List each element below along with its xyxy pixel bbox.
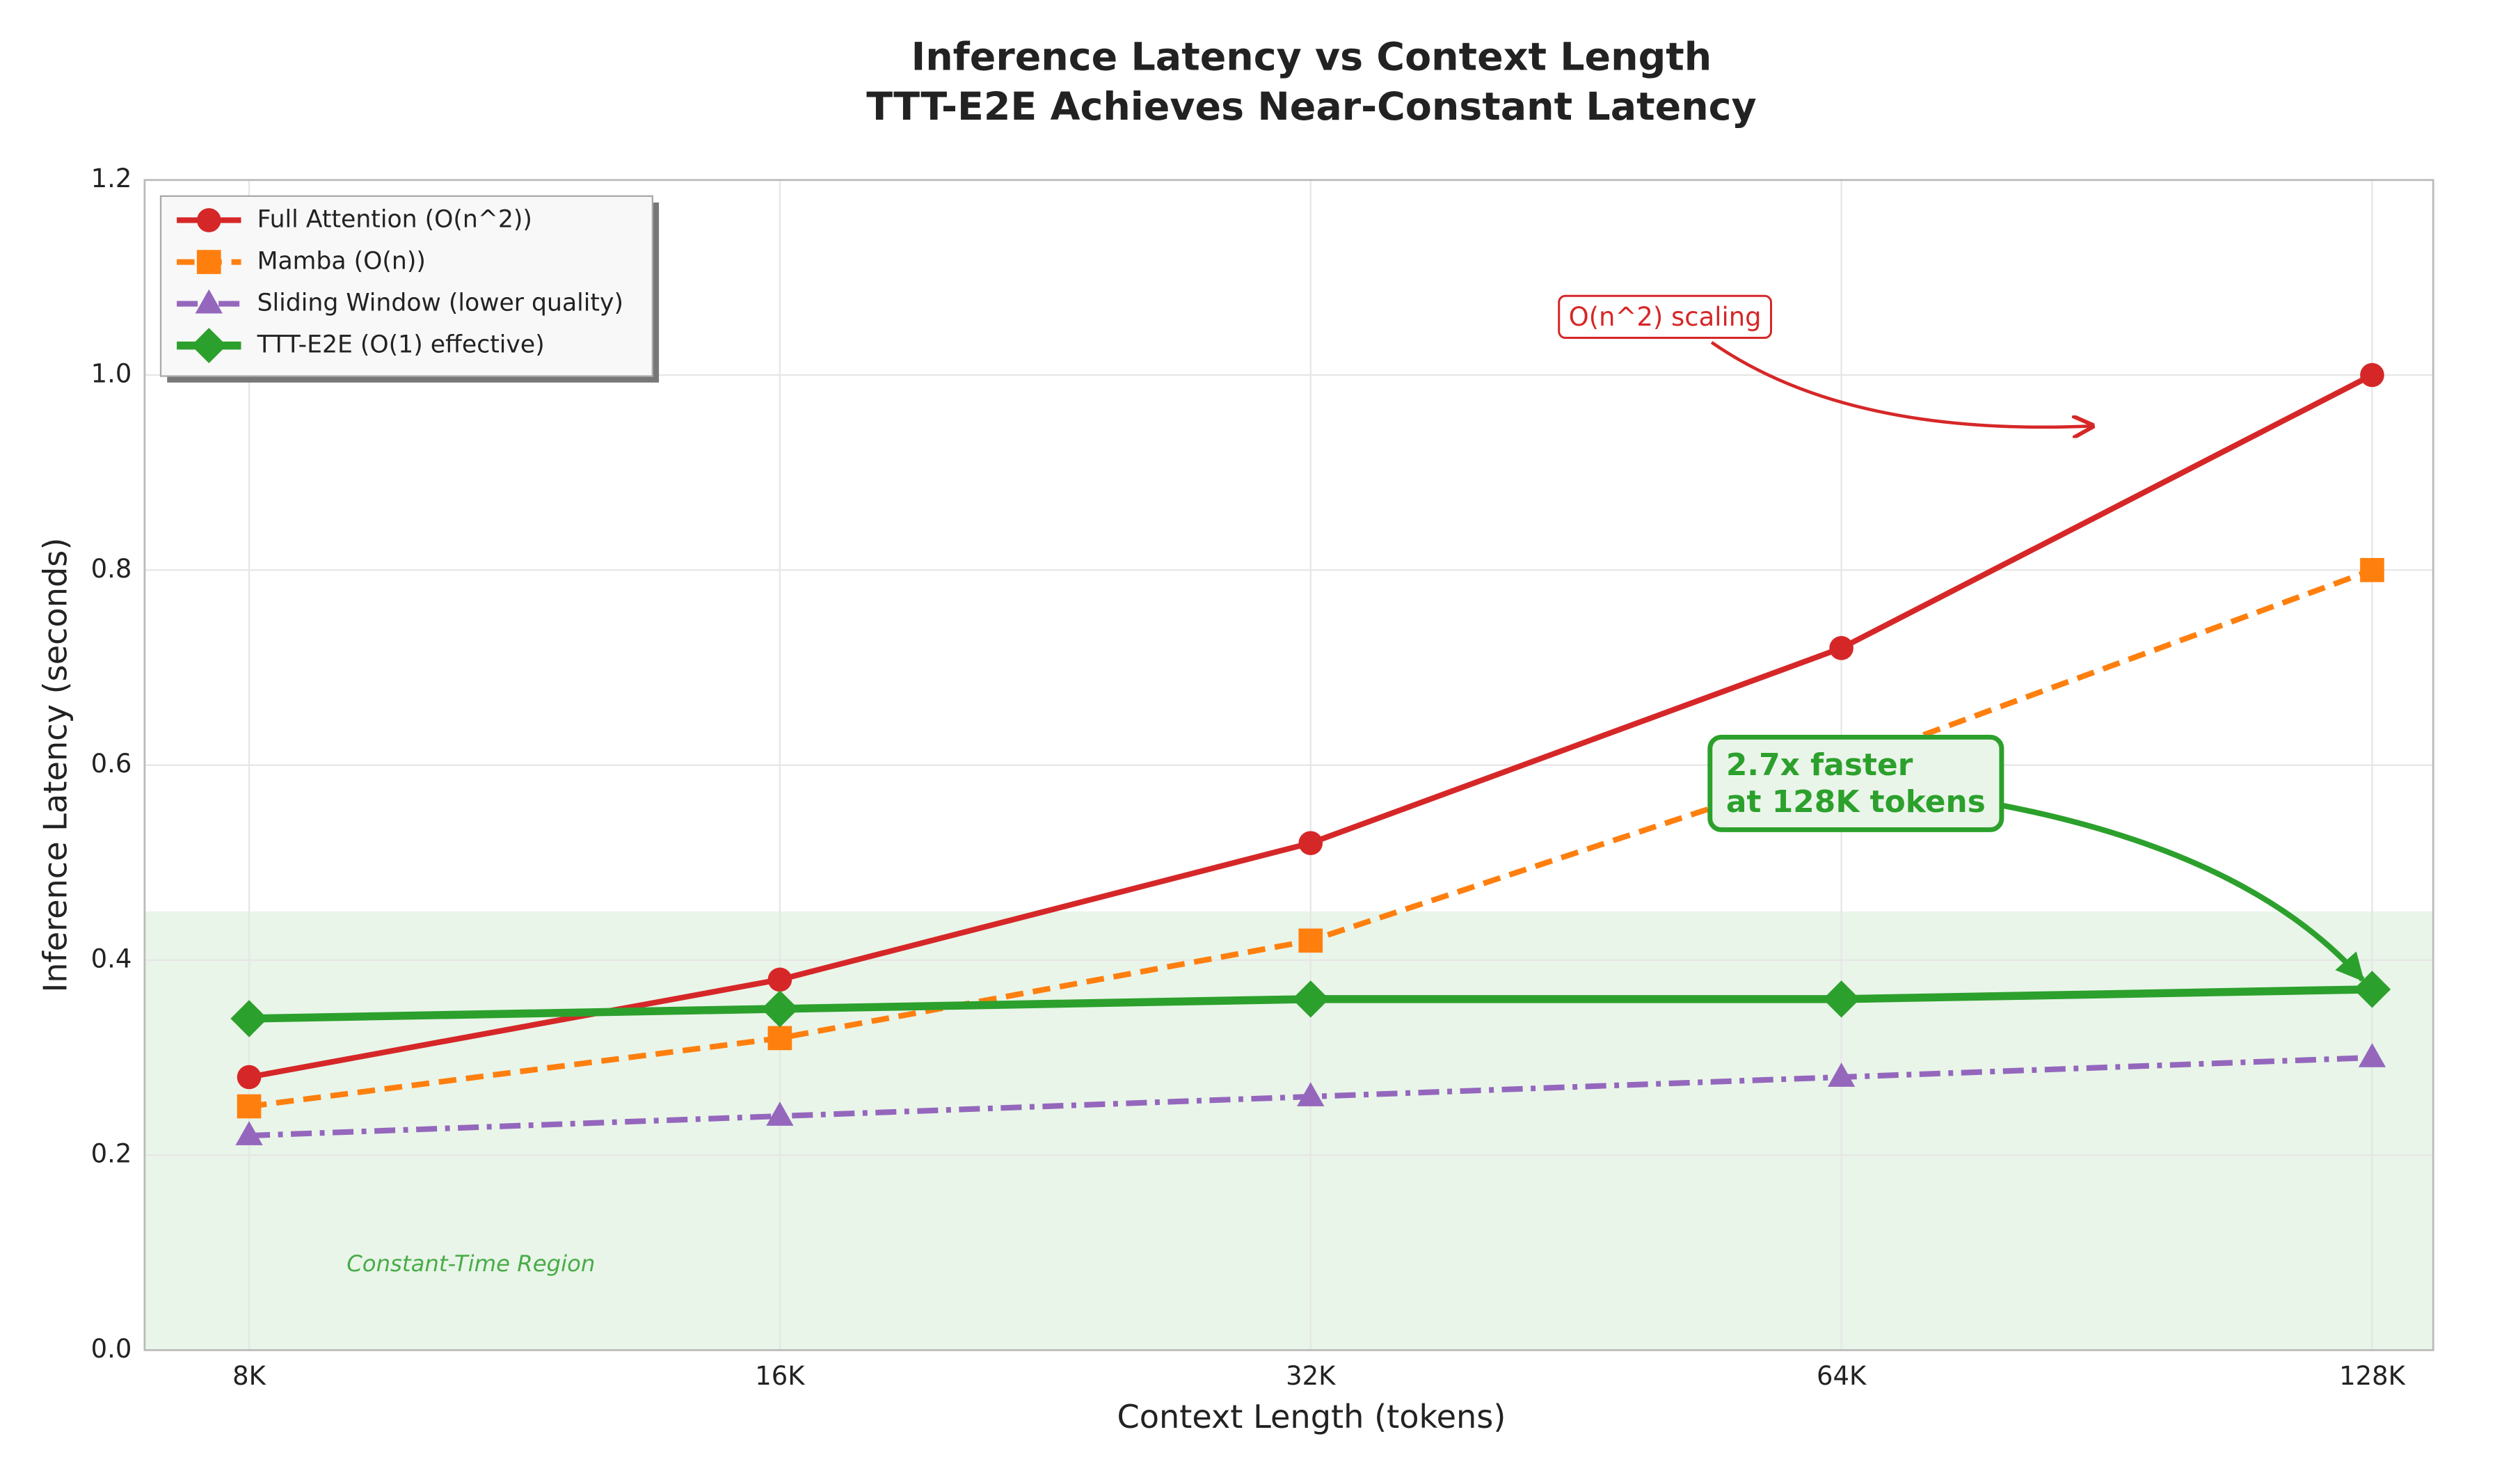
point bbox=[196, 250, 221, 274]
shaded-region bbox=[144, 911, 2434, 1351]
legend-label: Sliding Window (lower quality) bbox=[257, 289, 623, 317]
point bbox=[1292, 980, 1330, 1018]
y-tick-label: 0.0 bbox=[91, 1334, 132, 1364]
point bbox=[767, 1026, 792, 1051]
plot-frame bbox=[143, 179, 2434, 1351]
legend-label: Mamba (O(n)) bbox=[257, 248, 426, 276]
y-tick-label: 0.8 bbox=[91, 554, 132, 584]
point bbox=[237, 1094, 262, 1119]
region-label: Constant-Time Region bbox=[346, 1250, 595, 1277]
annotation: O(n^2) scaling bbox=[1558, 294, 1773, 340]
point bbox=[2360, 363, 2384, 388]
annotation-arrow bbox=[1710, 341, 2092, 427]
point bbox=[230, 1000, 268, 1037]
point bbox=[1829, 636, 1853, 660]
point bbox=[1827, 1063, 1856, 1087]
y-tick-label: 0.2 bbox=[91, 1139, 132, 1169]
point bbox=[191, 328, 227, 364]
annotation-arrow bbox=[1992, 801, 2365, 982]
annotation-text: at 128K tokens bbox=[1726, 784, 1986, 820]
point bbox=[237, 1065, 262, 1090]
annotation-box bbox=[1558, 294, 1773, 340]
annotation-text: 2.7x faster bbox=[1726, 747, 1913, 783]
point bbox=[766, 1101, 794, 1126]
legend-label: Full Attention (O(n^2)) bbox=[257, 205, 532, 233]
point bbox=[2358, 1043, 2386, 1067]
point bbox=[1298, 831, 1323, 855]
point bbox=[196, 208, 221, 232]
annotation-text: O(n^2) scaling bbox=[1569, 302, 1762, 332]
point bbox=[1297, 1082, 1325, 1106]
x-tick-label: 32K bbox=[1286, 1361, 1336, 1391]
x-tick-label: 8K bbox=[232, 1361, 266, 1391]
y-tick-label: 0.4 bbox=[91, 944, 132, 973]
point bbox=[767, 967, 792, 992]
point bbox=[235, 1121, 263, 1145]
x-tick-label: 64K bbox=[1817, 1361, 1867, 1391]
legend-label: TTT-E2E (O(1) effective) bbox=[257, 331, 545, 359]
x-tick-label: 128K bbox=[2339, 1361, 2406, 1391]
y-tick-label: 0.6 bbox=[91, 749, 132, 779]
point bbox=[2360, 557, 2384, 582]
chart-title: Inference Latency vs Context Length bbox=[911, 35, 1712, 80]
x-axis-label: Context Length (tokens) bbox=[1117, 1398, 1506, 1435]
point bbox=[1298, 928, 1323, 953]
legend: Full Attention (O(n^2)) Mamba (O(n)) Slidi… bbox=[159, 195, 660, 383]
y-tick-label: 1.0 bbox=[91, 358, 132, 388]
annotation-box bbox=[1707, 734, 2004, 832]
y-axis-label: Inference Latency (seconds) bbox=[37, 538, 74, 993]
chart-subtitle: TTT-E2E Achieves Near-Constant Latency bbox=[866, 85, 1756, 129]
legend-box bbox=[159, 195, 653, 377]
x-tick-label: 16K bbox=[755, 1361, 805, 1391]
point bbox=[195, 289, 223, 314]
point bbox=[1822, 980, 1860, 1018]
y-tick-label: 1.2 bbox=[91, 164, 132, 193]
point bbox=[761, 990, 799, 1028]
